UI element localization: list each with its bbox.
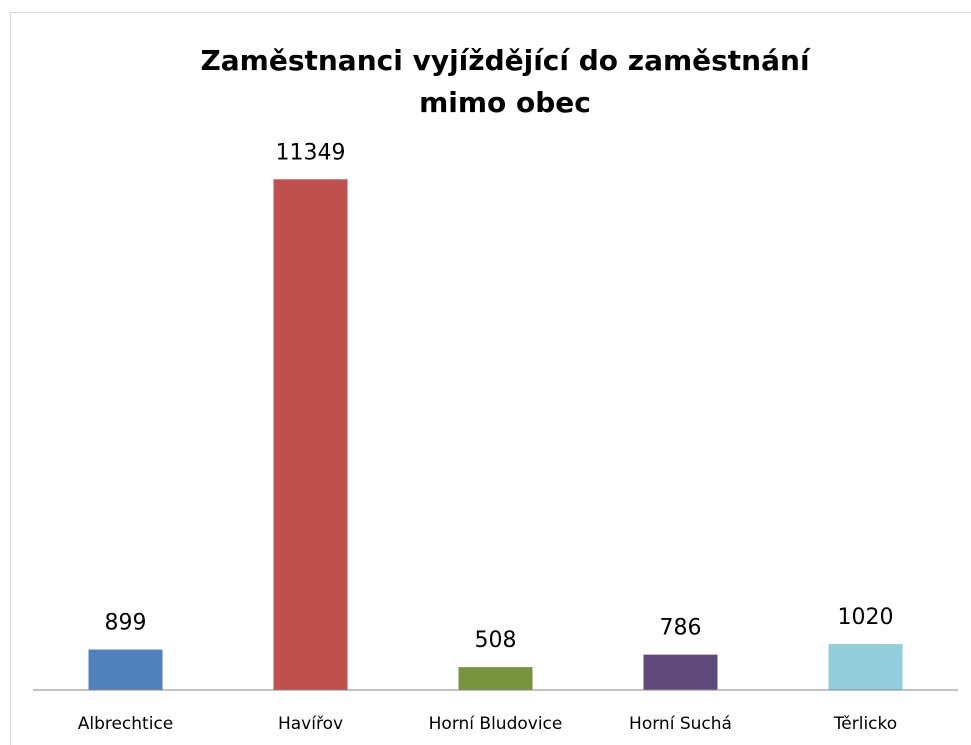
bar — [273, 179, 348, 691]
data-label: 786 — [660, 616, 702, 641]
chart-title: Zaměstnanci vyjíždějící do zaměstnání mi… — [200, 44, 810, 119]
x-tick-label: Horní Suchá — [629, 714, 732, 734]
data-label: 1020 — [838, 605, 894, 630]
bar — [458, 667, 533, 690]
x-tick-label: Horní Bludovice — [429, 714, 563, 734]
x-tick-label: Havířov — [278, 714, 343, 734]
data-label: 11349 — [276, 140, 346, 165]
chart-frame — [10, 12, 971, 745]
bar — [88, 649, 163, 690]
bar — [828, 644, 903, 690]
x-tick-label: Těrlicko — [833, 714, 897, 734]
data-label: 508 — [475, 628, 517, 653]
bar — [643, 654, 718, 690]
data-label: 899 — [105, 611, 147, 636]
x-tick-label: Albrechtice — [78, 714, 174, 734]
